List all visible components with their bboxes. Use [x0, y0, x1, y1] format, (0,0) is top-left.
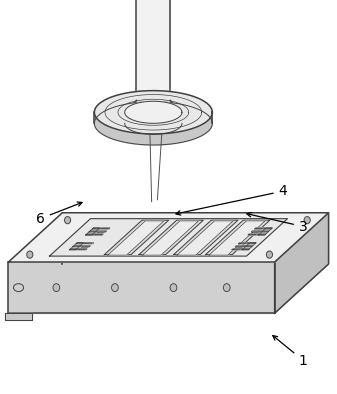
Polygon shape — [275, 213, 329, 313]
Polygon shape — [177, 221, 233, 255]
Polygon shape — [174, 220, 238, 255]
Polygon shape — [236, 246, 243, 247]
Polygon shape — [8, 262, 275, 313]
Text: 1: 1 — [273, 336, 308, 368]
Polygon shape — [136, 0, 170, 100]
Polygon shape — [94, 112, 212, 145]
Polygon shape — [242, 243, 256, 250]
Circle shape — [304, 217, 310, 224]
Polygon shape — [89, 231, 106, 232]
Polygon shape — [82, 246, 89, 247]
Circle shape — [170, 284, 177, 292]
Polygon shape — [255, 228, 272, 229]
Polygon shape — [139, 220, 203, 255]
Polygon shape — [69, 243, 83, 250]
Text: 4: 4 — [176, 184, 287, 215]
Polygon shape — [86, 234, 103, 235]
Polygon shape — [239, 243, 256, 244]
Polygon shape — [143, 221, 198, 255]
Polygon shape — [248, 234, 266, 235]
Circle shape — [266, 251, 272, 258]
Polygon shape — [79, 249, 86, 250]
Circle shape — [65, 217, 71, 224]
Polygon shape — [232, 249, 249, 250]
Polygon shape — [235, 246, 253, 247]
Polygon shape — [233, 249, 240, 250]
Polygon shape — [256, 228, 263, 229]
Polygon shape — [104, 220, 169, 255]
Text: 3: 3 — [247, 212, 308, 234]
Circle shape — [223, 284, 230, 292]
Polygon shape — [92, 228, 110, 229]
Polygon shape — [8, 213, 329, 262]
Circle shape — [27, 251, 33, 258]
Polygon shape — [94, 91, 212, 134]
Polygon shape — [125, 101, 182, 123]
Polygon shape — [73, 246, 90, 247]
Polygon shape — [209, 221, 265, 255]
Polygon shape — [95, 234, 102, 235]
Polygon shape — [86, 228, 99, 235]
Polygon shape — [206, 220, 270, 255]
Polygon shape — [258, 228, 272, 235]
Circle shape — [53, 284, 60, 292]
Text: 6: 6 — [36, 202, 82, 226]
Circle shape — [112, 284, 118, 292]
Polygon shape — [108, 221, 164, 255]
Ellipse shape — [13, 284, 24, 292]
Polygon shape — [251, 231, 269, 232]
Polygon shape — [102, 228, 109, 229]
Polygon shape — [50, 219, 287, 256]
Polygon shape — [94, 102, 212, 145]
Polygon shape — [76, 243, 94, 244]
Polygon shape — [69, 249, 87, 250]
Polygon shape — [136, 95, 170, 106]
Polygon shape — [5, 313, 32, 320]
Polygon shape — [249, 234, 256, 235]
